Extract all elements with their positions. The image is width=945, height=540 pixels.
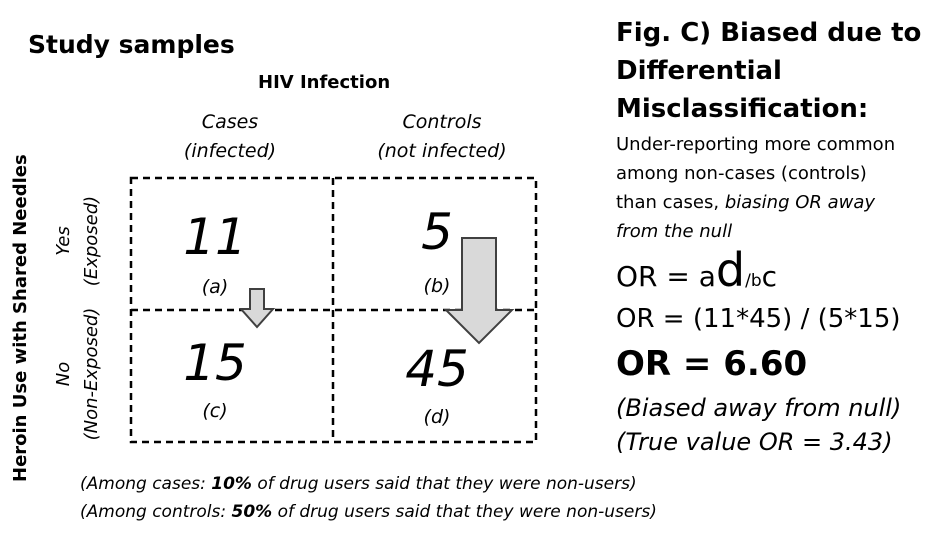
formula-d: d: [715, 243, 746, 297]
note-controls-percent: 50%: [231, 502, 273, 522]
cell-d-label: (d): [423, 406, 451, 428]
formula-prefix: OR = a: [616, 260, 716, 293]
figure-title-line-2: Differential: [616, 56, 782, 86]
note-controls: (Among controls: 50% of drug users said …: [80, 502, 657, 522]
description-line-3-plain: than cases,: [616, 192, 725, 213]
hiv-infection-header: HIV Infection: [258, 72, 391, 93]
description-line-1: Under-reporting more common: [616, 134, 896, 155]
or-formula: OR = ad/bc: [616, 243, 777, 297]
note-cases-percent: 10%: [211, 474, 252, 494]
biased-note: (Biased away from null): [616, 394, 902, 422]
figure-title-line-1: Fig. C) Biased due to: [616, 18, 922, 48]
true-value-note: (True value OR = 3.43): [616, 428, 893, 456]
or-calculation: OR = (11*45) / (5*15): [616, 304, 901, 334]
note-cases-pre: (Among cases:: [80, 474, 212, 494]
study-samples-title: Study samples: [28, 30, 235, 59]
figure-title: Fig. C) Biased due to Differential Miscl…: [616, 14, 921, 128]
cases-label: Cases: [201, 111, 259, 133]
controls-label: Controls: [402, 111, 482, 133]
small-down-arrow-icon: [238, 288, 276, 329]
or-result: OR = 6.60: [616, 344, 808, 384]
cell-a-label: (a): [201, 276, 229, 298]
note-cases-post: of drug users said that they were non-us…: [251, 474, 637, 494]
column-header-controls: Controls (not infected): [372, 108, 512, 166]
controls-sub-label: (not infected): [377, 140, 507, 162]
cell-c-value: 15: [183, 334, 247, 392]
note-cases: (Among cases: 10% of drug users said tha…: [80, 474, 637, 494]
cases-sub-label: (infected): [183, 140, 277, 162]
description-line-3-italic: biasing OR away: [724, 192, 876, 213]
figure-title-line-3: Misclassification:: [616, 94, 869, 124]
note-controls-pre: (Among controls:: [80, 502, 232, 522]
cell-b-value: 5: [421, 203, 453, 261]
formula-slash-b: /b: [745, 271, 762, 291]
description: Under-reporting more common among non-ca…: [616, 130, 895, 246]
description-line-3: than cases, biasing OR away: [616, 188, 895, 217]
cell-c-label: (c): [202, 400, 228, 422]
description-line-2: among non-cases (controls): [616, 163, 867, 184]
large-down-arrow-icon: [443, 237, 515, 345]
cell-b-label: (b): [423, 275, 451, 297]
formula-c: c: [761, 260, 778, 293]
column-header-cases: Cases (infected): [180, 108, 280, 166]
note-controls-post: of drug users said that they were non-us…: [272, 502, 657, 522]
cell-a-value: 11: [183, 208, 247, 266]
description-line-4: from the null: [616, 221, 733, 242]
cell-d-value: 45: [405, 340, 469, 398]
